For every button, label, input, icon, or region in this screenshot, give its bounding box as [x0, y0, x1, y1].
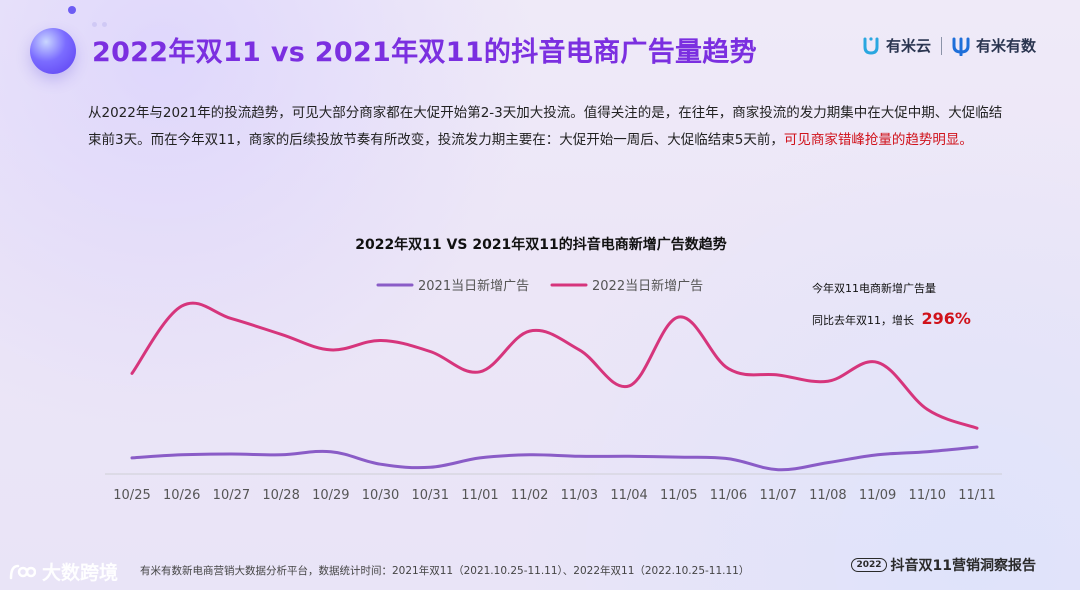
x-tick-label: 10/26 — [163, 488, 200, 503]
footer-logo: 大数跨境 — [8, 558, 118, 585]
x-tick-label: 10/31 — [412, 488, 449, 503]
x-tick-label: 11/04 — [610, 488, 647, 503]
data-point-0-6 — [429, 466, 432, 469]
data-point-0-8 — [528, 453, 531, 456]
intro-text: 从2022年与2021年的投流趋势，可见大部分商家都在大促开始第2-3天加大投流… — [88, 105, 1003, 148]
x-tick-label: 11/06 — [710, 488, 747, 503]
footer-logo-text: 大数跨境 — [42, 562, 119, 584]
annotation-value: 296% — [922, 309, 971, 328]
data-point-1-6 — [429, 350, 432, 353]
data-point-0-10 — [628, 455, 631, 458]
data-point-0-0 — [131, 456, 134, 459]
data-point-0-5 — [379, 463, 382, 466]
data-point-1-13 — [777, 373, 780, 376]
data-point-1-4 — [329, 348, 332, 351]
x-tick-label: 10/29 — [312, 488, 349, 503]
data-point-0-3 — [280, 453, 283, 456]
brand-logos: 有米云 有米有数 — [862, 35, 1036, 56]
data-point-0-1 — [180, 453, 183, 456]
data-point-1-2 — [230, 317, 233, 320]
data-point-1-0 — [131, 372, 134, 375]
youmi-data-icon — [952, 37, 970, 56]
decor-dot — [68, 6, 76, 14]
brand-left-label: 有米云 — [885, 37, 931, 55]
data-point-1-1 — [180, 305, 183, 308]
decor-dot — [102, 22, 107, 27]
annotation-line2: 同比去年双11，增长 296% — [812, 309, 971, 328]
data-point-1-14 — [826, 380, 829, 383]
annotation-box: 今年双11电商新增广告量 同比去年双11，增长 296% — [812, 281, 971, 328]
data-point-1-8 — [528, 330, 531, 333]
annotation-prefix: 同比去年双11，增长 — [812, 313, 914, 327]
data-point-0-9 — [578, 455, 581, 458]
data-point-1-16 — [926, 408, 929, 411]
x-tick-label: 10/25 — [113, 488, 150, 503]
data-point-1-10 — [628, 384, 631, 387]
data-point-1-9 — [578, 348, 581, 351]
data-point-0-4 — [329, 450, 332, 453]
data-point-1-5 — [379, 339, 382, 342]
footer-report-title: 2022 抖音双11营销洞察报告 — [851, 555, 1036, 575]
x-tick-label: 11/05 — [660, 488, 697, 503]
x-tick-labels: 10/25 10/26 10/27 10/28 10/29 10/30 10/31 11/01… — [113, 488, 995, 503]
data-point-0-17 — [976, 445, 979, 448]
x-tick-label: 11/01 — [461, 488, 498, 503]
legend-label-2021: 2021当日新增广告 — [418, 278, 529, 294]
series-layer — [130, 301, 979, 472]
intro-highlight: 可见商家错峰抢量的趋势明显。 — [783, 132, 973, 148]
data-point-0-14 — [826, 461, 829, 464]
brand-right-label: 有米有数 — [975, 37, 1036, 55]
data-point-0-13 — [777, 468, 780, 471]
data-point-1-17 — [976, 427, 979, 430]
x-tick-label: 11/09 — [859, 488, 896, 503]
page-title: 2022年双11 vs 2021年双11的抖音电商广告量趋势 — [92, 37, 757, 68]
data-point-0-15 — [876, 453, 879, 456]
chart-legend: 2021当日新增广告 2022当日新增广告 — [376, 278, 703, 294]
x-tick-label: 11/07 — [759, 488, 796, 503]
legend-label-2022: 2022当日新增广告 — [592, 278, 703, 294]
decor-sphere — [30, 28, 76, 74]
data-point-0-2 — [230, 453, 233, 456]
x-tick-label: 11/02 — [511, 488, 548, 503]
intro-paragraph: 从2022年与2021年的投流趋势，可见大部分商家都在大促开始第2-3天加大投流… — [88, 100, 1008, 154]
x-tick-label: 11/11 — [958, 488, 995, 503]
x-tick-label: 10/28 — [262, 488, 299, 503]
decor-dot — [92, 22, 97, 27]
data-point-1-3 — [280, 333, 283, 336]
data-point-0-11 — [677, 456, 680, 459]
chart-title: 2022年双11 VS 2021年双11的抖音电商新增广告数趋势 — [355, 236, 727, 253]
footer-note: 有米有数新电商营销大数据分析平台，数据统计时间：2021年双11（2021.10… — [140, 565, 750, 577]
x-tick-label: 10/30 — [362, 488, 399, 503]
data-point-1-15 — [876, 361, 879, 364]
data-point-0-16 — [926, 450, 929, 453]
x-tick-label: 11/03 — [561, 488, 598, 503]
x-tick-label: 11/10 — [909, 488, 946, 503]
brand-divider — [940, 36, 942, 55]
annotation-line1: 今年双11电商新增广告量 — [812, 281, 936, 295]
year-badge: 2022 — [851, 558, 887, 572]
x-tick-label: 10/27 — [213, 488, 250, 503]
series-line-1 — [130, 301, 979, 430]
data-point-1-7 — [478, 370, 481, 373]
data-point-1-11 — [677, 316, 680, 319]
data-point-0-12 — [727, 457, 730, 460]
dashukuajing-logo-icon — [9, 564, 36, 579]
x-tick-label: 11/08 — [809, 488, 846, 503]
report-name: 抖音双11营销洞察报告 — [890, 558, 1036, 574]
series-line-0 — [130, 445, 979, 472]
youmi-cloud-icon — [863, 36, 879, 55]
data-point-1-12 — [727, 367, 730, 370]
data-point-0-7 — [478, 456, 481, 459]
